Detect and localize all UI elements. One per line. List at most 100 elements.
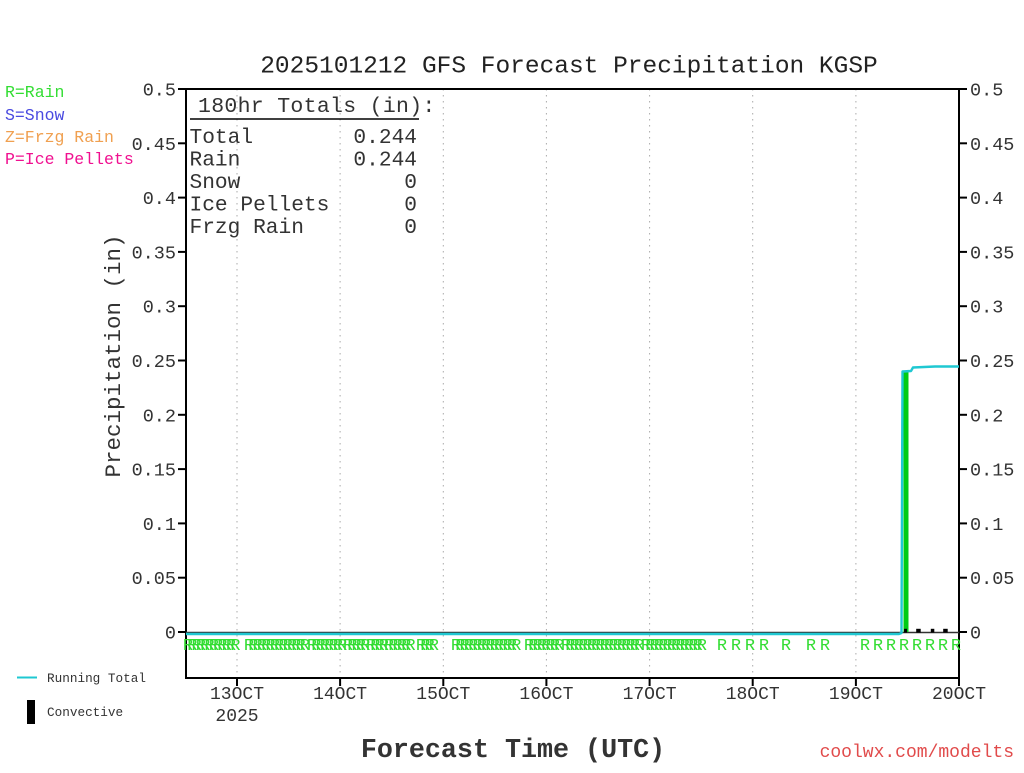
svg-text:R: R bbox=[528, 637, 538, 656]
svg-text:R: R bbox=[604, 637, 614, 656]
svg-text:R: R bbox=[244, 637, 254, 656]
svg-text:0: 0 bbox=[165, 624, 176, 645]
svg-text:Z=Frzg Rain: Z=Frzg Rain bbox=[5, 128, 114, 147]
svg-text:R: R bbox=[230, 637, 240, 656]
svg-text:R: R bbox=[759, 637, 769, 656]
svg-text:R: R bbox=[278, 637, 288, 656]
svg-text:R: R bbox=[405, 637, 415, 656]
svg-text:R: R bbox=[213, 637, 223, 656]
svg-text:R: R bbox=[388, 637, 398, 656]
svg-text:S=Snow: S=Snow bbox=[5, 106, 65, 125]
svg-text:R: R bbox=[307, 637, 317, 656]
svg-text:R: R bbox=[502, 637, 512, 656]
svg-text:R: R bbox=[899, 637, 909, 656]
svg-text:R: R bbox=[401, 637, 411, 656]
svg-text:R: R bbox=[337, 637, 347, 656]
svg-text:R: R bbox=[649, 637, 659, 656]
svg-text:0.15: 0.15 bbox=[132, 461, 176, 482]
svg-text:0.35: 0.35 bbox=[970, 243, 1014, 264]
svg-text:0.2: 0.2 bbox=[970, 406, 1003, 427]
svg-text:0.3: 0.3 bbox=[970, 298, 1003, 319]
svg-text:180hr Totals (in):: 180hr Totals (in): bbox=[198, 95, 436, 119]
svg-text:R: R bbox=[634, 637, 644, 656]
svg-text:Convective: Convective bbox=[47, 705, 123, 720]
svg-text:R: R bbox=[291, 637, 301, 656]
svg-text:R: R bbox=[806, 637, 816, 656]
svg-text:20OCT: 20OCT bbox=[932, 685, 986, 705]
svg-text:R: R bbox=[860, 637, 870, 656]
svg-text:R: R bbox=[485, 637, 495, 656]
svg-text:R: R bbox=[507, 637, 517, 656]
svg-text:R: R bbox=[612, 637, 622, 656]
svg-text:R: R bbox=[343, 637, 353, 656]
svg-text:0.2: 0.2 bbox=[143, 406, 176, 427]
svg-text:R: R bbox=[554, 637, 564, 656]
svg-text:R: R bbox=[645, 637, 655, 656]
svg-text:R: R bbox=[217, 637, 227, 656]
svg-text:R: R bbox=[537, 637, 547, 656]
svg-text:R: R bbox=[621, 637, 631, 656]
svg-text:R: R bbox=[283, 637, 293, 656]
svg-text:R: R bbox=[692, 637, 702, 656]
svg-text:2025: 2025 bbox=[215, 707, 258, 727]
svg-text:R: R bbox=[356, 637, 366, 656]
svg-text:R: R bbox=[360, 637, 370, 656]
svg-text:R: R bbox=[617, 637, 627, 656]
svg-text:R: R bbox=[429, 637, 439, 656]
svg-text:R: R bbox=[333, 637, 343, 656]
svg-text:R: R bbox=[183, 637, 193, 656]
svg-text:R: R bbox=[204, 637, 214, 656]
svg-text:0: 0 bbox=[404, 194, 417, 218]
svg-text:R: R bbox=[532, 637, 542, 656]
svg-text:R: R bbox=[248, 637, 258, 656]
svg-text:R: R bbox=[608, 637, 618, 656]
svg-text:R: R bbox=[347, 637, 357, 656]
svg-text:0.25: 0.25 bbox=[132, 352, 176, 373]
svg-text:R: R bbox=[912, 637, 922, 656]
svg-text:R: R bbox=[324, 637, 334, 656]
svg-text:R: R bbox=[641, 637, 651, 656]
svg-text:R: R bbox=[595, 637, 605, 656]
svg-text:0.244: 0.244 bbox=[353, 149, 417, 173]
svg-text:R: R bbox=[625, 637, 635, 656]
svg-text:R: R bbox=[684, 637, 694, 656]
svg-text:R: R bbox=[209, 637, 219, 656]
svg-text:R: R bbox=[300, 637, 310, 656]
svg-text:R: R bbox=[315, 637, 325, 656]
svg-text:R: R bbox=[545, 637, 555, 656]
svg-text:R: R bbox=[374, 637, 384, 656]
svg-text:19OCT: 19OCT bbox=[829, 685, 883, 705]
svg-text:R: R bbox=[472, 637, 482, 656]
svg-text:R: R bbox=[261, 637, 271, 656]
svg-text:R: R bbox=[511, 637, 521, 656]
svg-text:18OCT: 18OCT bbox=[726, 685, 780, 705]
svg-text:Running Total: Running Total bbox=[47, 671, 146, 686]
svg-text:R: R bbox=[587, 637, 597, 656]
svg-text:R: R bbox=[697, 637, 707, 656]
svg-text:R: R bbox=[745, 637, 755, 656]
svg-text:R: R bbox=[582, 637, 592, 656]
svg-text:R: R bbox=[820, 637, 830, 656]
svg-text:R: R bbox=[717, 637, 727, 656]
svg-text:17OCT: 17OCT bbox=[623, 685, 677, 705]
svg-text:R: R bbox=[925, 637, 935, 656]
svg-text:R: R bbox=[565, 637, 575, 656]
svg-text:14OCT: 14OCT bbox=[313, 685, 367, 705]
svg-text:R: R bbox=[191, 637, 201, 656]
svg-text:0.45: 0.45 bbox=[970, 135, 1014, 156]
svg-text:Frzg Rain: Frzg Rain bbox=[190, 216, 304, 240]
svg-text:R: R bbox=[311, 637, 321, 656]
svg-text:R: R bbox=[662, 637, 672, 656]
svg-text:R: R bbox=[541, 637, 551, 656]
svg-text:R: R bbox=[464, 637, 474, 656]
svg-text:Rain: Rain bbox=[190, 149, 241, 173]
svg-text:2025101212 GFS Forecast Precip: 2025101212 GFS Forecast Precipitation KG… bbox=[260, 54, 878, 81]
svg-text:0: 0 bbox=[970, 624, 981, 645]
svg-text:13OCT: 13OCT bbox=[210, 685, 264, 705]
svg-text:R: R bbox=[550, 637, 560, 656]
svg-text:R: R bbox=[187, 637, 197, 656]
svg-text:R: R bbox=[951, 637, 961, 656]
svg-text:0.45: 0.45 bbox=[132, 135, 176, 156]
svg-text:Precipitation (in): Precipitation (in) bbox=[101, 234, 127, 477]
svg-text:R: R bbox=[490, 637, 500, 656]
